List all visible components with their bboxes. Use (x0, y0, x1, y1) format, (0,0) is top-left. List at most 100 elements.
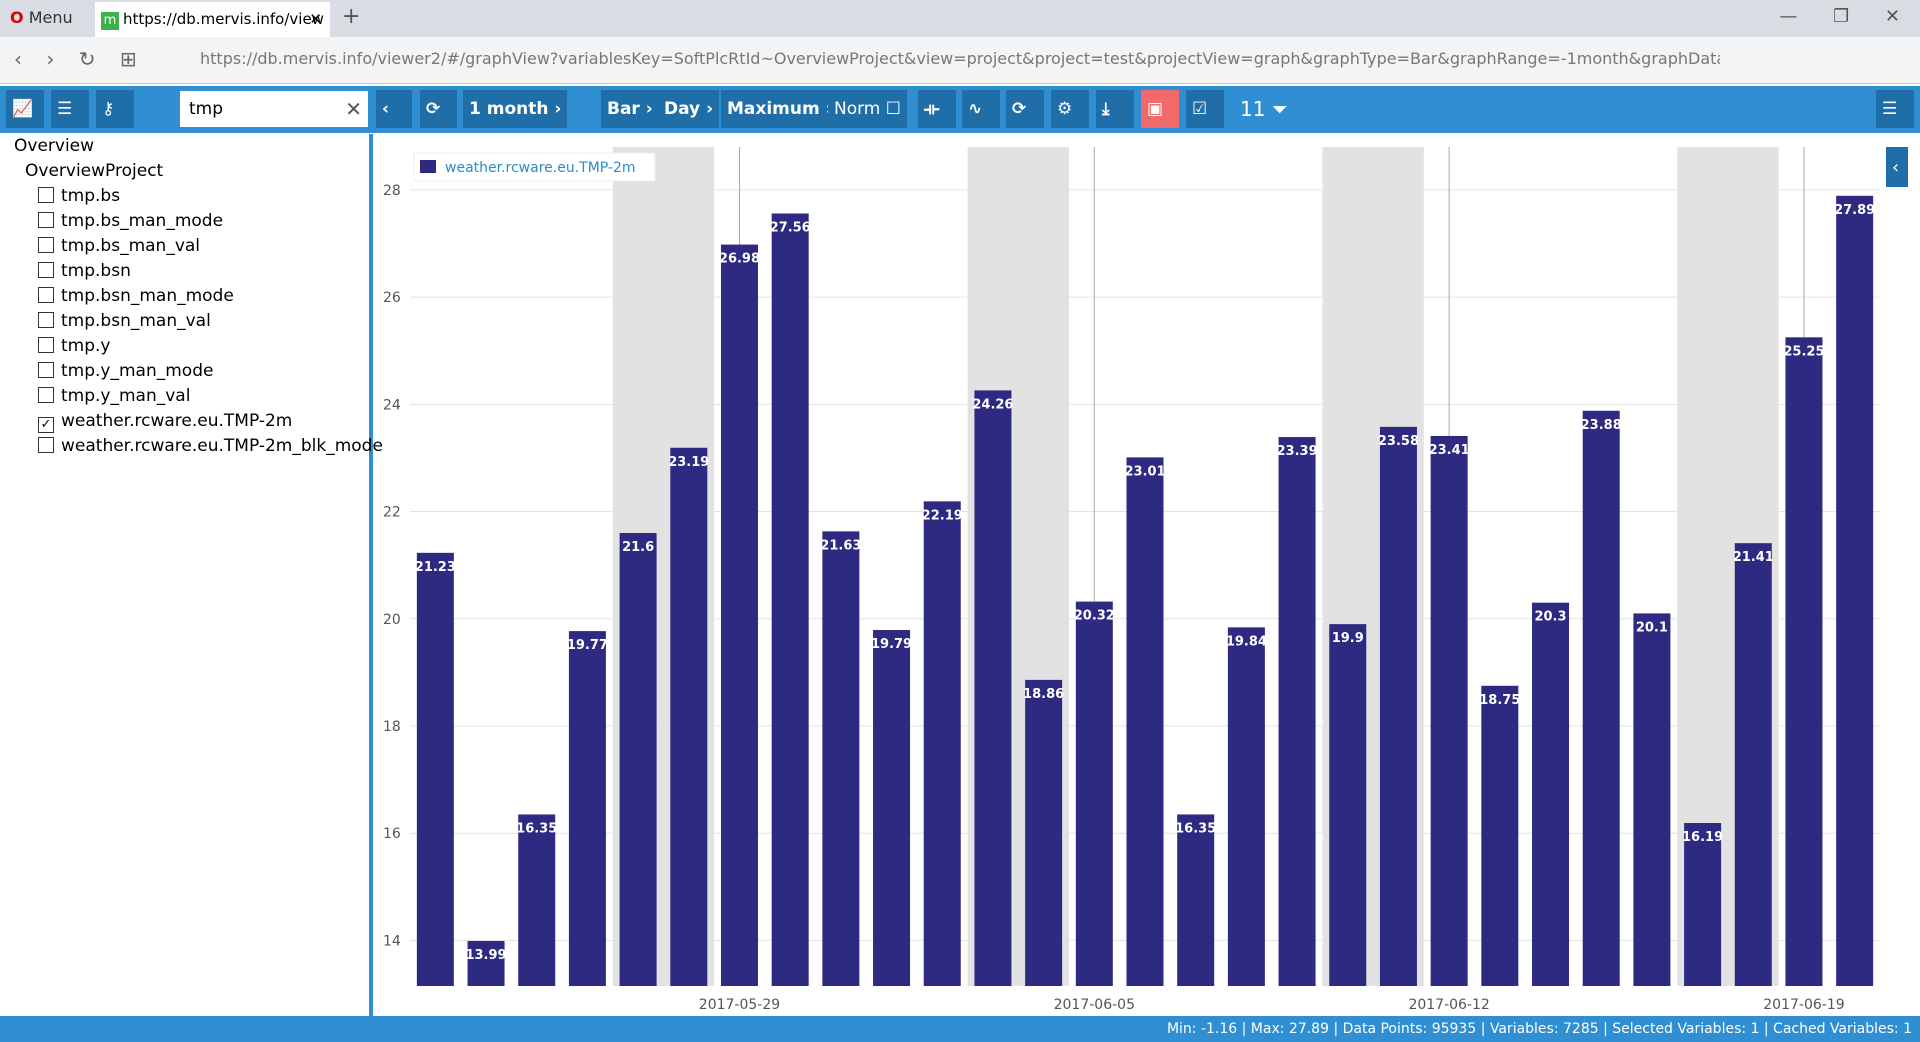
tree-item[interactable]: tmp.bsn_man_val (38, 309, 211, 333)
checkbox[interactable] (38, 187, 54, 203)
tree-item[interactable]: tmp.bs_man_mode (38, 209, 223, 233)
sidebar: Overview OverviewProject tmp.bs tmp.bs_ma… (0, 134, 383, 1016)
item-label: weather.rcware.eu.TMP-2m_blk_mode (61, 436, 383, 456)
tree-project[interactable]: OverviewProject (25, 161, 164, 181)
bar (1582, 410, 1620, 986)
tree-item[interactable]: ✓ weather.rcware.eu.TMP-2m (38, 409, 292, 433)
bar (416, 552, 454, 986)
bar (1126, 457, 1164, 986)
bar (467, 940, 505, 986)
value-label: 19.84 (1226, 634, 1267, 649)
tree-root[interactable]: Overview (14, 136, 95, 156)
legend-swatch (420, 160, 436, 173)
settings-button[interactable]: ⚙ (1051, 90, 1089, 128)
key-button[interactable]: ⚷ (96, 90, 134, 128)
collapse-button (1886, 147, 1908, 187)
value-label: 13.99 (465, 948, 506, 963)
aggregation-button[interactable]: Maximum › (721, 90, 839, 128)
checkbox[interactable] (38, 237, 54, 253)
value-label: 16.35 (1175, 821, 1216, 836)
checkbox[interactable] (38, 337, 54, 353)
value-label: 26.98 (719, 252, 760, 267)
checkbox[interactable] (38, 262, 54, 278)
tool-button[interactable]: ⟛ (918, 90, 956, 128)
checkbox[interactable] (38, 287, 54, 303)
value-label: 23.19 (668, 455, 709, 470)
item-label: tmp.y_man_mode (61, 361, 214, 381)
checkbox[interactable]: ✓ (38, 417, 54, 433)
check-button[interactable]: ☑ (1186, 90, 1224, 128)
bar (1532, 602, 1570, 986)
bar (974, 390, 1012, 987)
menu-button[interactable]: ☰ (1876, 90, 1914, 128)
tree-item[interactable]: tmp.bsn (38, 259, 131, 283)
checkbox[interactable] (38, 387, 54, 403)
checkbox[interactable] (38, 312, 54, 328)
value-label: 23.88 (1581, 418, 1622, 433)
tree-item[interactable]: tmp.bsn_man_mode (38, 284, 234, 308)
bar (1329, 624, 1367, 986)
value-label: 20.3 (1534, 610, 1566, 625)
value-label: 23.41 (1429, 443, 1470, 458)
filter-button[interactable]: 11 ⏷ (1240, 97, 1288, 121)
x-tick-label: 2017-06-19 (1763, 997, 1844, 1013)
select-button[interactable]: ▣ (1141, 90, 1179, 128)
new-tab[interactable]: + (342, 4, 361, 29)
y-tick-label: 14 (383, 933, 401, 949)
y-tick-label: 26 (383, 290, 401, 306)
norm-button[interactable]: Norm ☐ (828, 90, 908, 128)
bar (1633, 613, 1671, 986)
nav-buttons[interactable]: ‹ › ↻ ⊞ (14, 47, 137, 71)
bar (568, 631, 606, 986)
tree-item[interactable]: tmp.bs_man_val (38, 234, 200, 258)
download-button[interactable]: ⤓ (1096, 90, 1134, 128)
bar (1379, 426, 1417, 987)
interval-label: Day (664, 99, 701, 119)
bar (1075, 601, 1113, 986)
item-label: tmp.bsn_man_val (61, 311, 211, 331)
window-controls[interactable]: — ❐ ✕ (1779, 6, 1900, 27)
value-label: 23.39 (1277, 444, 1318, 459)
tree-item[interactable]: tmp.y_man_mode (38, 359, 213, 383)
bar (1785, 337, 1823, 986)
bar (873, 630, 911, 986)
tab[interactable]: m https://db.mervis.info/view ✕ (95, 2, 330, 37)
value-label: 23.58 (1378, 434, 1419, 449)
interval-button[interactable]: Day › (658, 90, 720, 128)
range-button[interactable]: 1 month › (463, 90, 568, 128)
checkbox[interactable] (38, 437, 54, 453)
collapse-icon: ‹ (1892, 157, 1899, 178)
tool-button[interactable]: ∿ (962, 90, 1000, 128)
url[interactable]: https://db.mervis.info/viewer2/#/graphVi… (200, 49, 1720, 68)
toolbar: 📈 ☰ ⚷ tmp ✕ ‹ ⟳ 1 month › Bar › Day › Max… (0, 86, 1920, 133)
list-button[interactable]: ☰ (51, 90, 89, 128)
bar (923, 501, 961, 986)
bar (1684, 823, 1722, 986)
tree-item[interactable]: tmp.y_man_val (38, 384, 190, 408)
norm-label: Norm (834, 99, 881, 119)
legend-label: weather.rcware.eu.TMP-2m (445, 160, 636, 176)
x-tick-label: 2017-05-29 (699, 997, 780, 1013)
tree-item[interactable]: weather.rcware.eu.TMP-2m_blk_mode (38, 434, 383, 458)
tool-button[interactable]: ⟳ (1006, 90, 1044, 128)
search-box[interactable]: tmp ✕ (180, 91, 368, 127)
menu-button[interactable]: O Menu (10, 8, 73, 27)
value-label: 16.35 (516, 821, 557, 836)
type-button[interactable]: Bar › (601, 90, 659, 128)
item-label: tmp.bsn (61, 261, 131, 281)
menu-label: Menu (28, 8, 73, 27)
checkbox[interactable] (38, 362, 54, 378)
prev-button[interactable]: ‹ (376, 90, 412, 128)
refresh-button[interactable]: ⟳ (420, 90, 457, 128)
checkbox[interactable] (38, 212, 54, 228)
value-label: 18.75 (1479, 693, 1520, 708)
status-bar: Min: -1.16 | Max: 27.89 | Data Points: 9… (0, 1016, 1920, 1042)
tree-item[interactable]: tmp.bs (38, 184, 120, 208)
value-label: 20.1 (1636, 620, 1668, 635)
bar (1177, 814, 1215, 986)
bar (1025, 679, 1063, 986)
tree-item[interactable]: tmp.y (38, 334, 110, 358)
bar (1227, 627, 1265, 986)
value-label: 20.32 (1074, 609, 1115, 624)
graph-button[interactable]: 📈 (6, 90, 44, 128)
